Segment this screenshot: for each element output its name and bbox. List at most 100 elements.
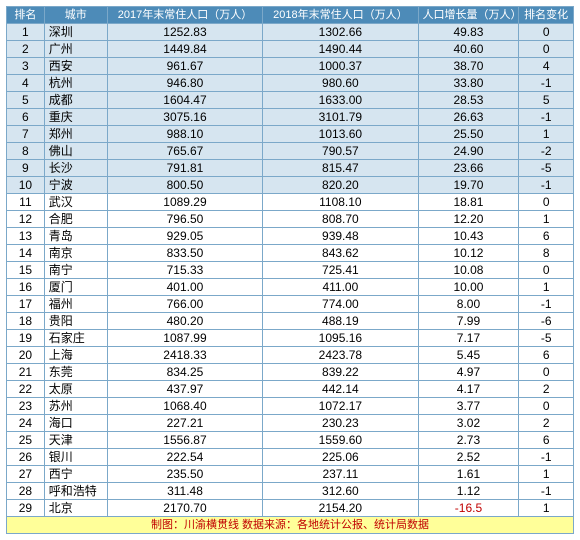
- cell-shift: 0: [519, 24, 574, 41]
- cell-p17: 834.25: [107, 364, 262, 381]
- cell-shift: -5: [519, 330, 574, 347]
- cell-shift: 8: [519, 245, 574, 262]
- cell-p18: 237.11: [263, 466, 418, 483]
- cell-shift: 5: [519, 92, 574, 109]
- cell-delta: 28.53: [418, 92, 519, 109]
- table-row: 12合肥796.50808.7012.201: [7, 211, 574, 228]
- cell-city: 深圳: [44, 24, 107, 41]
- cell-shift: 0: [519, 194, 574, 211]
- cell-p17: 1252.83: [107, 24, 262, 41]
- header-rank: 排名: [7, 7, 45, 24]
- cell-delta: 3.77: [418, 398, 519, 415]
- table-row: 24海口227.21230.233.022: [7, 415, 574, 432]
- cell-shift: -1: [519, 75, 574, 92]
- table-row: 2广州1449.841490.4440.600: [7, 41, 574, 58]
- cell-p17: 833.50: [107, 245, 262, 262]
- cell-p17: 2170.70: [107, 500, 262, 517]
- cell-city: 西安: [44, 58, 107, 75]
- cell-rank: 28: [7, 483, 45, 500]
- footer-text: 制图：川渝横贯线 数据来源：各地统计公报、统计局数据: [7, 517, 574, 534]
- cell-rank: 12: [7, 211, 45, 228]
- header-city: 城市: [44, 7, 107, 24]
- cell-rank: 21: [7, 364, 45, 381]
- cell-p17: 3075.16: [107, 109, 262, 126]
- cell-p17: 480.20: [107, 313, 262, 330]
- table-row: 17福州766.00774.008.00-1: [7, 296, 574, 313]
- cell-rank: 24: [7, 415, 45, 432]
- table-row: 26银川222.54225.062.52-1: [7, 449, 574, 466]
- cell-shift: 6: [519, 432, 574, 449]
- cell-p17: 1068.40: [107, 398, 262, 415]
- cell-delta: 4.17: [418, 381, 519, 398]
- cell-p17: 235.50: [107, 466, 262, 483]
- cell-rank: 20: [7, 347, 45, 364]
- cell-city: 杭州: [44, 75, 107, 92]
- table-row: 8佛山765.67790.5724.90-2: [7, 143, 574, 160]
- table-row: 22太原437.97442.144.172: [7, 381, 574, 398]
- cell-rank: 6: [7, 109, 45, 126]
- table-row: 27西宁235.50237.111.611: [7, 466, 574, 483]
- cell-shift: 2: [519, 415, 574, 432]
- cell-p18: 488.19: [263, 313, 418, 330]
- cell-p18: 1000.37: [263, 58, 418, 75]
- cell-p18: 411.00: [263, 279, 418, 296]
- cell-p18: 774.00: [263, 296, 418, 313]
- cell-shift: -1: [519, 483, 574, 500]
- cell-rank: 13: [7, 228, 45, 245]
- cell-rank: 19: [7, 330, 45, 347]
- cell-city: 长沙: [44, 160, 107, 177]
- cell-p18: 808.70: [263, 211, 418, 228]
- cell-delta: -16.5: [418, 500, 519, 517]
- cell-city: 广州: [44, 41, 107, 58]
- cell-shift: 2: [519, 381, 574, 398]
- cell-rank: 14: [7, 245, 45, 262]
- cell-city: 佛山: [44, 143, 107, 160]
- header-p18: 2018年末常住人口（万人）: [263, 7, 418, 24]
- cell-shift: 1: [519, 279, 574, 296]
- cell-p18: 820.20: [263, 177, 418, 194]
- cell-delta: 49.83: [418, 24, 519, 41]
- cell-shift: 0: [519, 41, 574, 58]
- cell-city: 北京: [44, 500, 107, 517]
- cell-shift: 1: [519, 211, 574, 228]
- cell-delta: 7.99: [418, 313, 519, 330]
- cell-delta: 3.02: [418, 415, 519, 432]
- cell-p17: 1087.99: [107, 330, 262, 347]
- cell-p18: 1302.66: [263, 24, 418, 41]
- header-delta: 人口增长量（万人）: [418, 7, 519, 24]
- cell-p17: 222.54: [107, 449, 262, 466]
- cell-delta: 23.66: [418, 160, 519, 177]
- table-row: 21东莞834.25839.224.970: [7, 364, 574, 381]
- table-row: 15南宁715.33725.4110.080: [7, 262, 574, 279]
- cell-rank: 16: [7, 279, 45, 296]
- cell-p18: 3101.79: [263, 109, 418, 126]
- cell-city: 银川: [44, 449, 107, 466]
- cell-p17: 401.00: [107, 279, 262, 296]
- cell-p17: 796.50: [107, 211, 262, 228]
- cell-rank: 25: [7, 432, 45, 449]
- cell-delta: 8.00: [418, 296, 519, 313]
- cell-delta: 19.70: [418, 177, 519, 194]
- cell-rank: 22: [7, 381, 45, 398]
- cell-p17: 765.67: [107, 143, 262, 160]
- cell-city: 郑州: [44, 126, 107, 143]
- cell-city: 合肥: [44, 211, 107, 228]
- cell-delta: 10.08: [418, 262, 519, 279]
- cell-delta: 10.00: [418, 279, 519, 296]
- cell-city: 武汉: [44, 194, 107, 211]
- cell-delta: 1.12: [418, 483, 519, 500]
- cell-p17: 311.48: [107, 483, 262, 500]
- cell-rank: 10: [7, 177, 45, 194]
- cell-p18: 839.22: [263, 364, 418, 381]
- cell-rank: 7: [7, 126, 45, 143]
- cell-p17: 1089.29: [107, 194, 262, 211]
- cell-p18: 980.60: [263, 75, 418, 92]
- cell-delta: 24.90: [418, 143, 519, 160]
- cell-p18: 312.60: [263, 483, 418, 500]
- cell-delta: 2.52: [418, 449, 519, 466]
- cell-p17: 988.10: [107, 126, 262, 143]
- cell-delta: 10.43: [418, 228, 519, 245]
- cell-p17: 1449.84: [107, 41, 262, 58]
- cell-shift: 6: [519, 228, 574, 245]
- cell-delta: 10.12: [418, 245, 519, 262]
